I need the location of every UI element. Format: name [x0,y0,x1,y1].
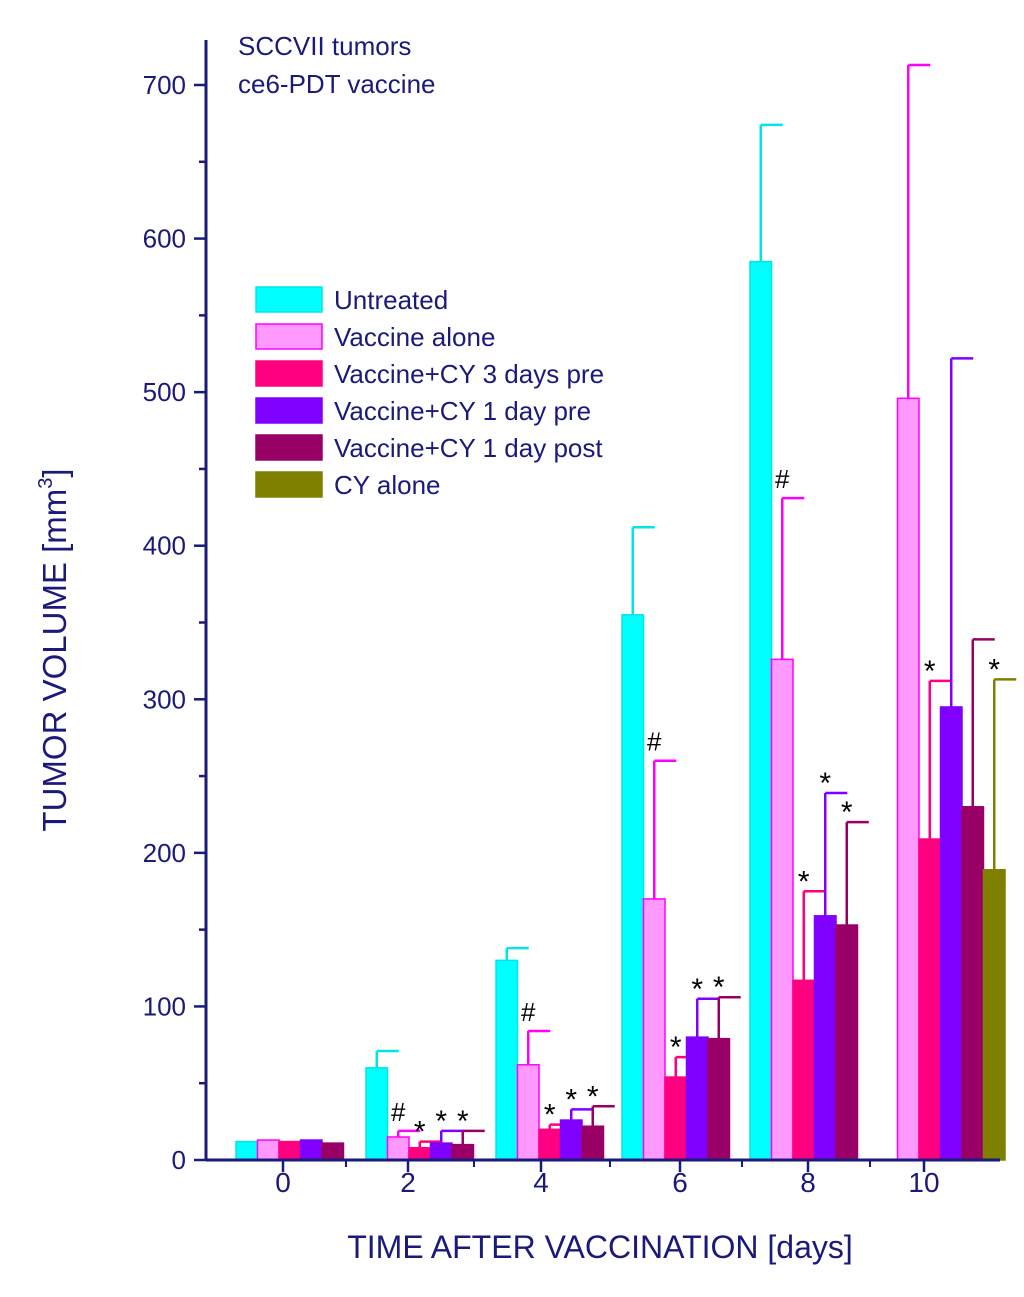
legend-swatch [255,360,323,387]
significance-star: * [457,1105,469,1138]
y-axis-label: TUMOR VOLUME [mm3] [35,468,73,831]
significance-star: * [841,796,853,829]
legend-swatch [255,286,323,313]
bar [792,979,816,1161]
legend-label: Untreated [334,285,448,315]
bar [429,1142,453,1161]
significance-star: * [670,1031,682,1064]
chart-title-line-1: SCCVII tumors [238,31,411,61]
y-tick-label: 500 [143,377,186,407]
y-tick-label: 300 [143,684,186,714]
bar [559,1119,583,1161]
significance-star: * [713,971,725,1004]
bar [581,1125,605,1161]
bar [408,1146,432,1161]
bar [770,658,794,1161]
y-tick-label: 0 [172,1145,186,1175]
bar [664,1076,688,1161]
significance-star: * [924,655,936,688]
bar [365,1067,389,1161]
significance-star: * [988,653,1000,686]
y-tick-label: 100 [143,991,186,1021]
bar [538,1128,562,1161]
y-tick-label: 400 [143,531,186,561]
bar [918,838,942,1161]
bar [386,1136,410,1161]
bar [451,1143,475,1161]
bar [982,869,1006,1161]
significance-star: * [691,973,703,1006]
bar [642,898,666,1161]
significance-star: * [565,1083,577,1116]
significance-hash: # [391,1097,406,1127]
bar [749,260,773,1161]
x-tick-label: 8 [800,1167,816,1198]
bar [299,1139,323,1161]
significance-star: * [544,1099,556,1132]
legend-swatch [255,323,323,350]
significance-hash: # [647,727,662,757]
x-tick-label: 10 [908,1167,939,1198]
significance-star: * [819,767,831,800]
bar [278,1140,302,1161]
bar [896,397,920,1161]
bar [516,1064,540,1161]
bar [939,706,963,1161]
bar [321,1142,345,1161]
x-axis-label: TIME AFTER VACCINATION [days] [347,1229,853,1265]
legend: Untreated Vaccine alone Vaccine+CY 3 days … [255,285,604,500]
chart-title-line-2: ce6-PDT vaccine [238,69,436,99]
bar [495,959,519,1161]
legend-swatch [255,397,323,424]
bar [621,614,645,1161]
bar [813,915,837,1161]
axes-layer: 0 100 200 300 400 500 600 700 0 2 4 6 8 10 [143,40,1000,1198]
significance-star: * [587,1080,599,1113]
legend-swatch [255,434,323,461]
bar [256,1139,280,1161]
legend-label: Vaccine+CY 3 days pre [334,359,604,389]
bar [835,924,859,1161]
y-tick-label: 200 [143,838,186,868]
y-axis-label-close: ] [36,468,73,477]
y-tick-label: 700 [143,70,186,100]
y-axis-label-superscript: 3 [35,478,57,489]
significance-star: * [414,1116,426,1149]
significance-star: * [435,1105,447,1138]
significance-hash: # [775,464,790,494]
y-axis-label-main: TUMOR VOLUME [mm [36,489,73,832]
x-tick-label: 4 [533,1167,549,1198]
bar [235,1140,259,1161]
legend-label: Vaccine+CY 1 day post [334,433,603,463]
x-tick-label: 6 [672,1167,688,1198]
bar [961,806,985,1161]
y-tick-label: 600 [143,224,186,254]
bar [685,1036,709,1161]
significance-star: * [798,865,810,898]
legend-label: Vaccine+CY 1 day pre [334,396,591,426]
x-tick-label: 2 [400,1167,416,1198]
legend-swatch [255,471,323,498]
significance-hash: # [521,997,536,1027]
legend-label: CY alone [334,470,441,500]
legend-label: Vaccine alone [334,322,495,352]
bars-layer: # * * * # * * * # * * * # * * * * * [235,63,1017,1161]
x-tick-label: 0 [275,1167,291,1198]
bar [707,1037,731,1161]
